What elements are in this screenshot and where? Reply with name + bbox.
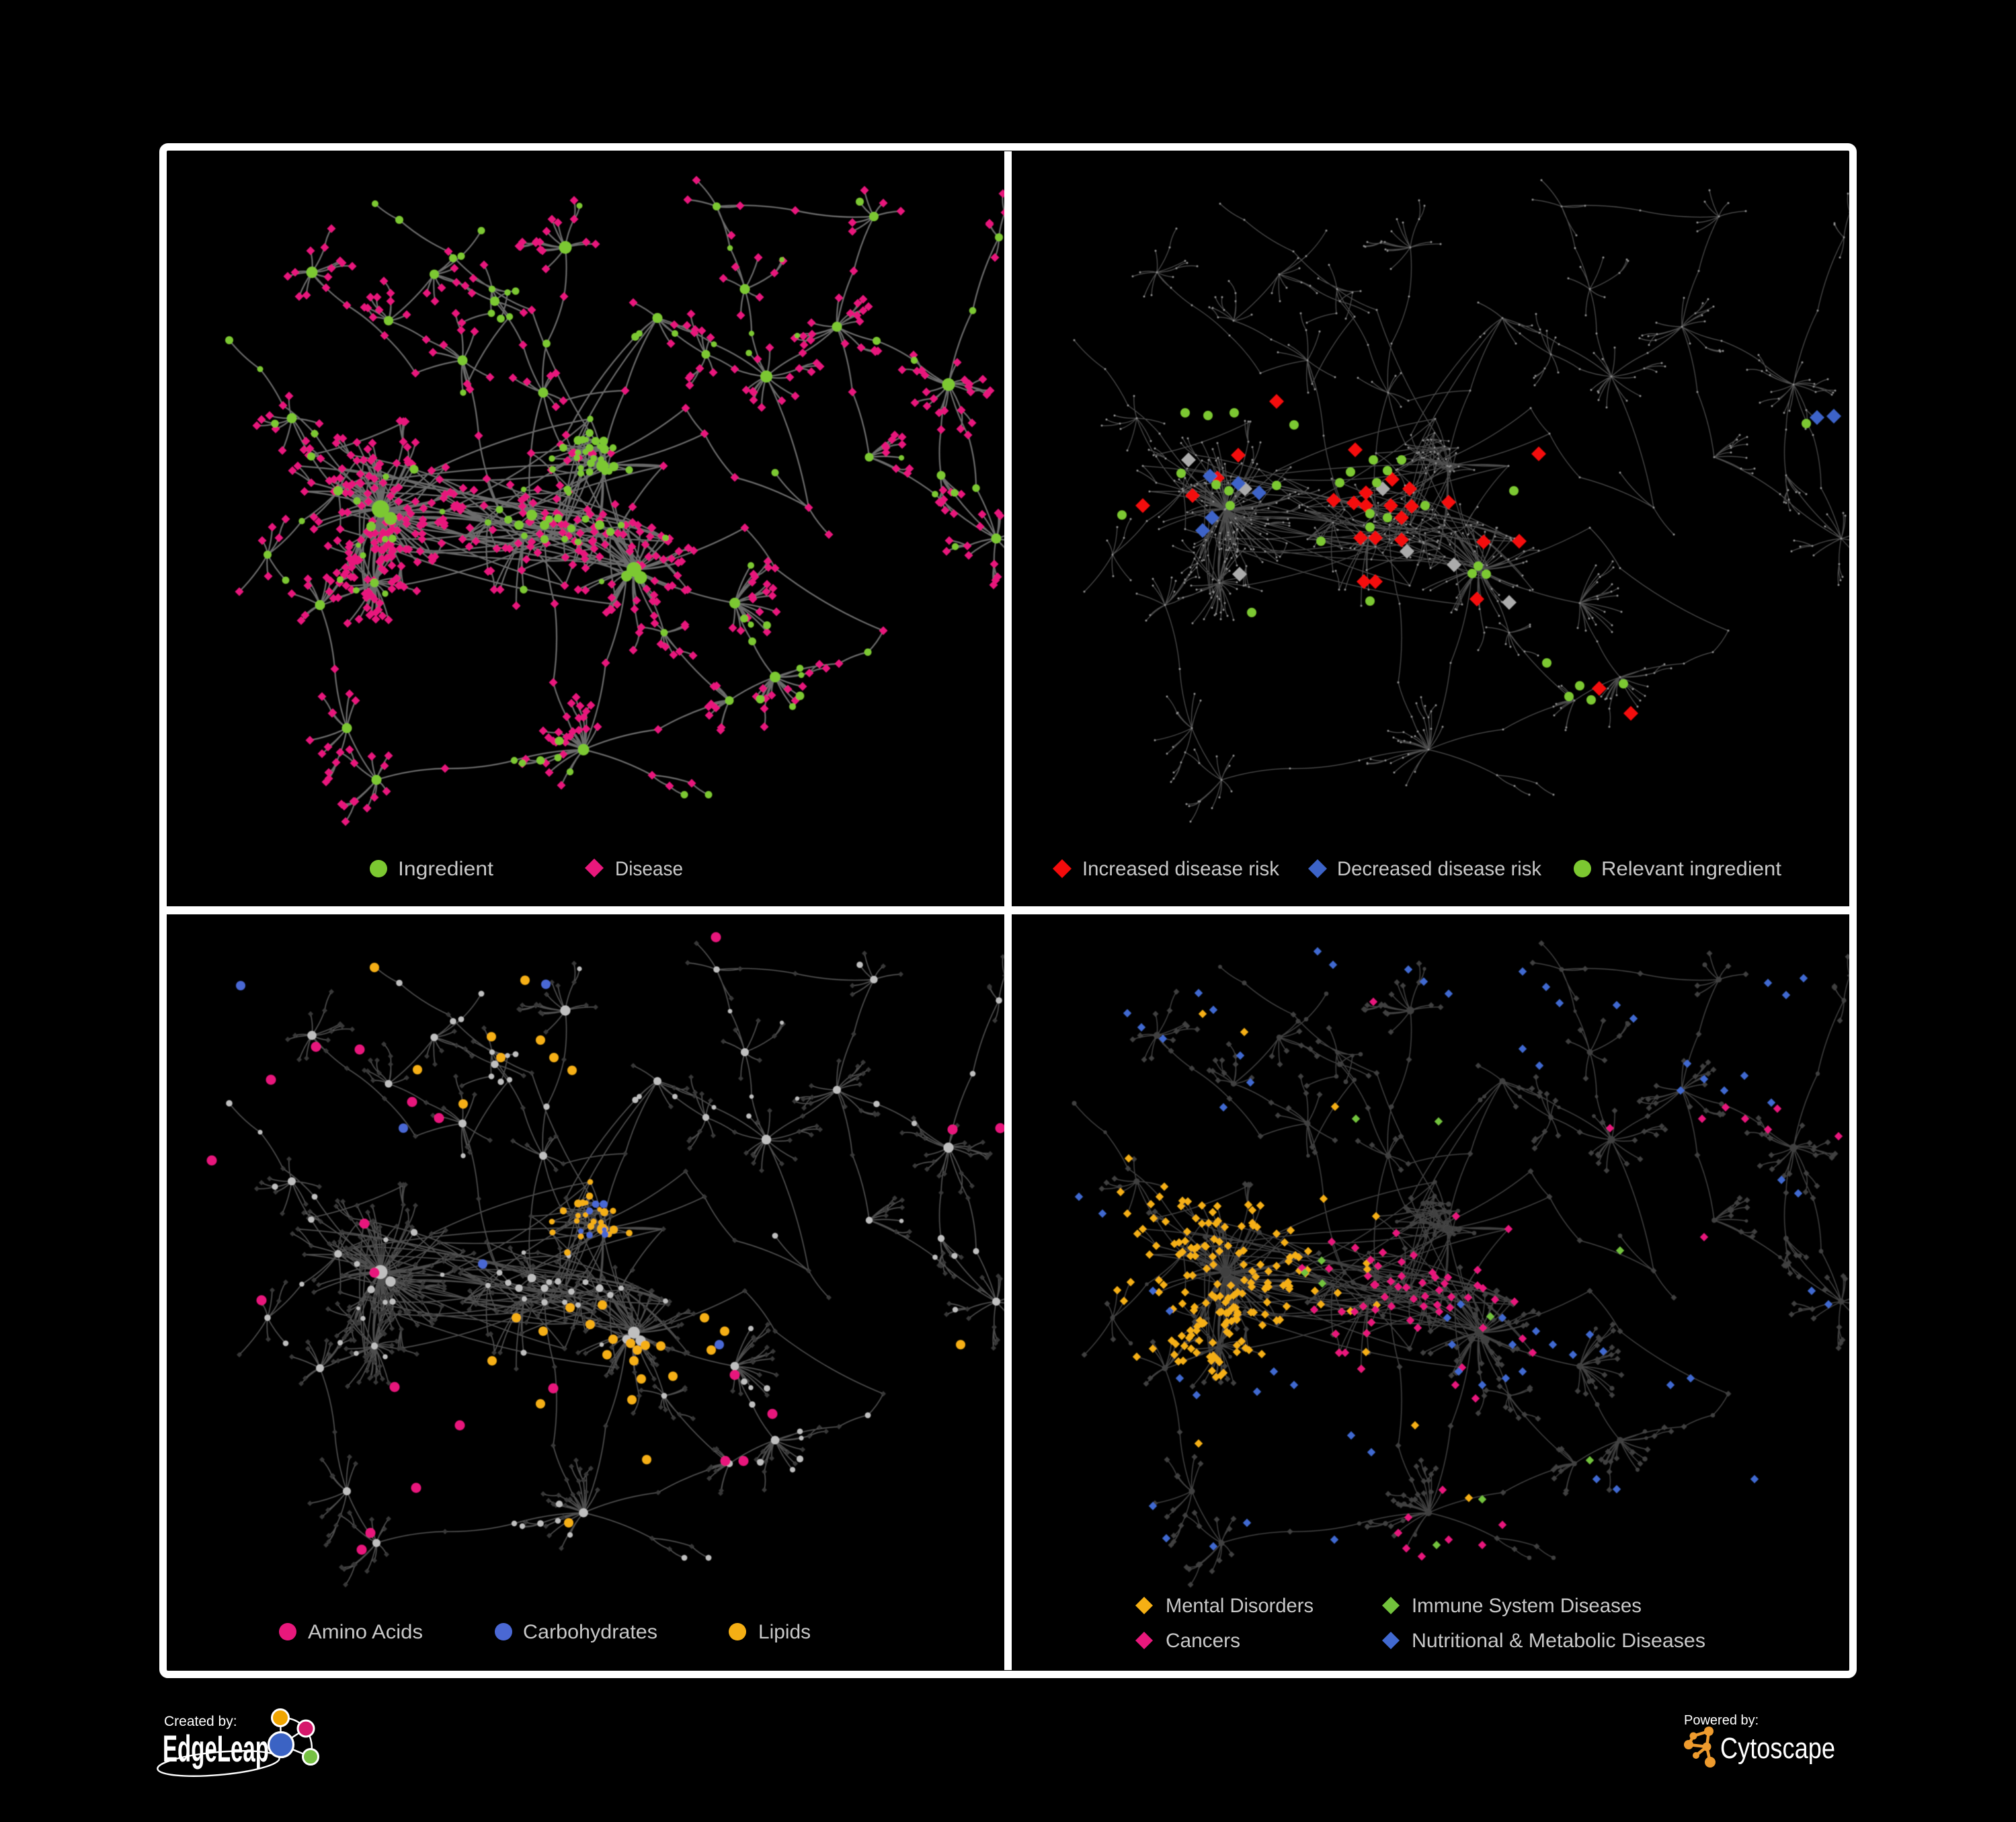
svg-text:Nutritional & Metabolic Diseas: Nutritional & Metabolic Diseases: [1412, 1630, 1705, 1652]
svg-text:Created by:: Created by:: [164, 1714, 237, 1729]
svg-text:Immune System Diseases: Immune System Diseases: [1412, 1595, 1642, 1617]
svg-text:EdgeLeap: EdgeLeap: [163, 1727, 269, 1770]
svg-text:Relevant ingredient: Relevant ingredient: [1601, 858, 1782, 880]
svg-text:Lipids: Lipids: [758, 1621, 811, 1643]
svg-text:Ingredient: Ingredient: [398, 858, 494, 880]
svg-text:Mental Disorders: Mental Disorders: [1166, 1595, 1314, 1617]
svg-text:Increased disease risk: Increased disease risk: [1082, 858, 1280, 880]
svg-text:Carbohydrates: Carbohydrates: [523, 1621, 657, 1643]
svg-text:Decreased disease risk: Decreased disease risk: [1337, 858, 1542, 880]
svg-text:Amino Acids: Amino Acids: [308, 1621, 423, 1643]
svg-text:Cytoscape: Cytoscape: [1720, 1732, 1835, 1765]
svg-text:Powered by:: Powered by:: [1684, 1713, 1759, 1728]
svg-text:Cancers: Cancers: [1166, 1630, 1240, 1652]
svg-text:Disease: Disease: [615, 858, 683, 880]
